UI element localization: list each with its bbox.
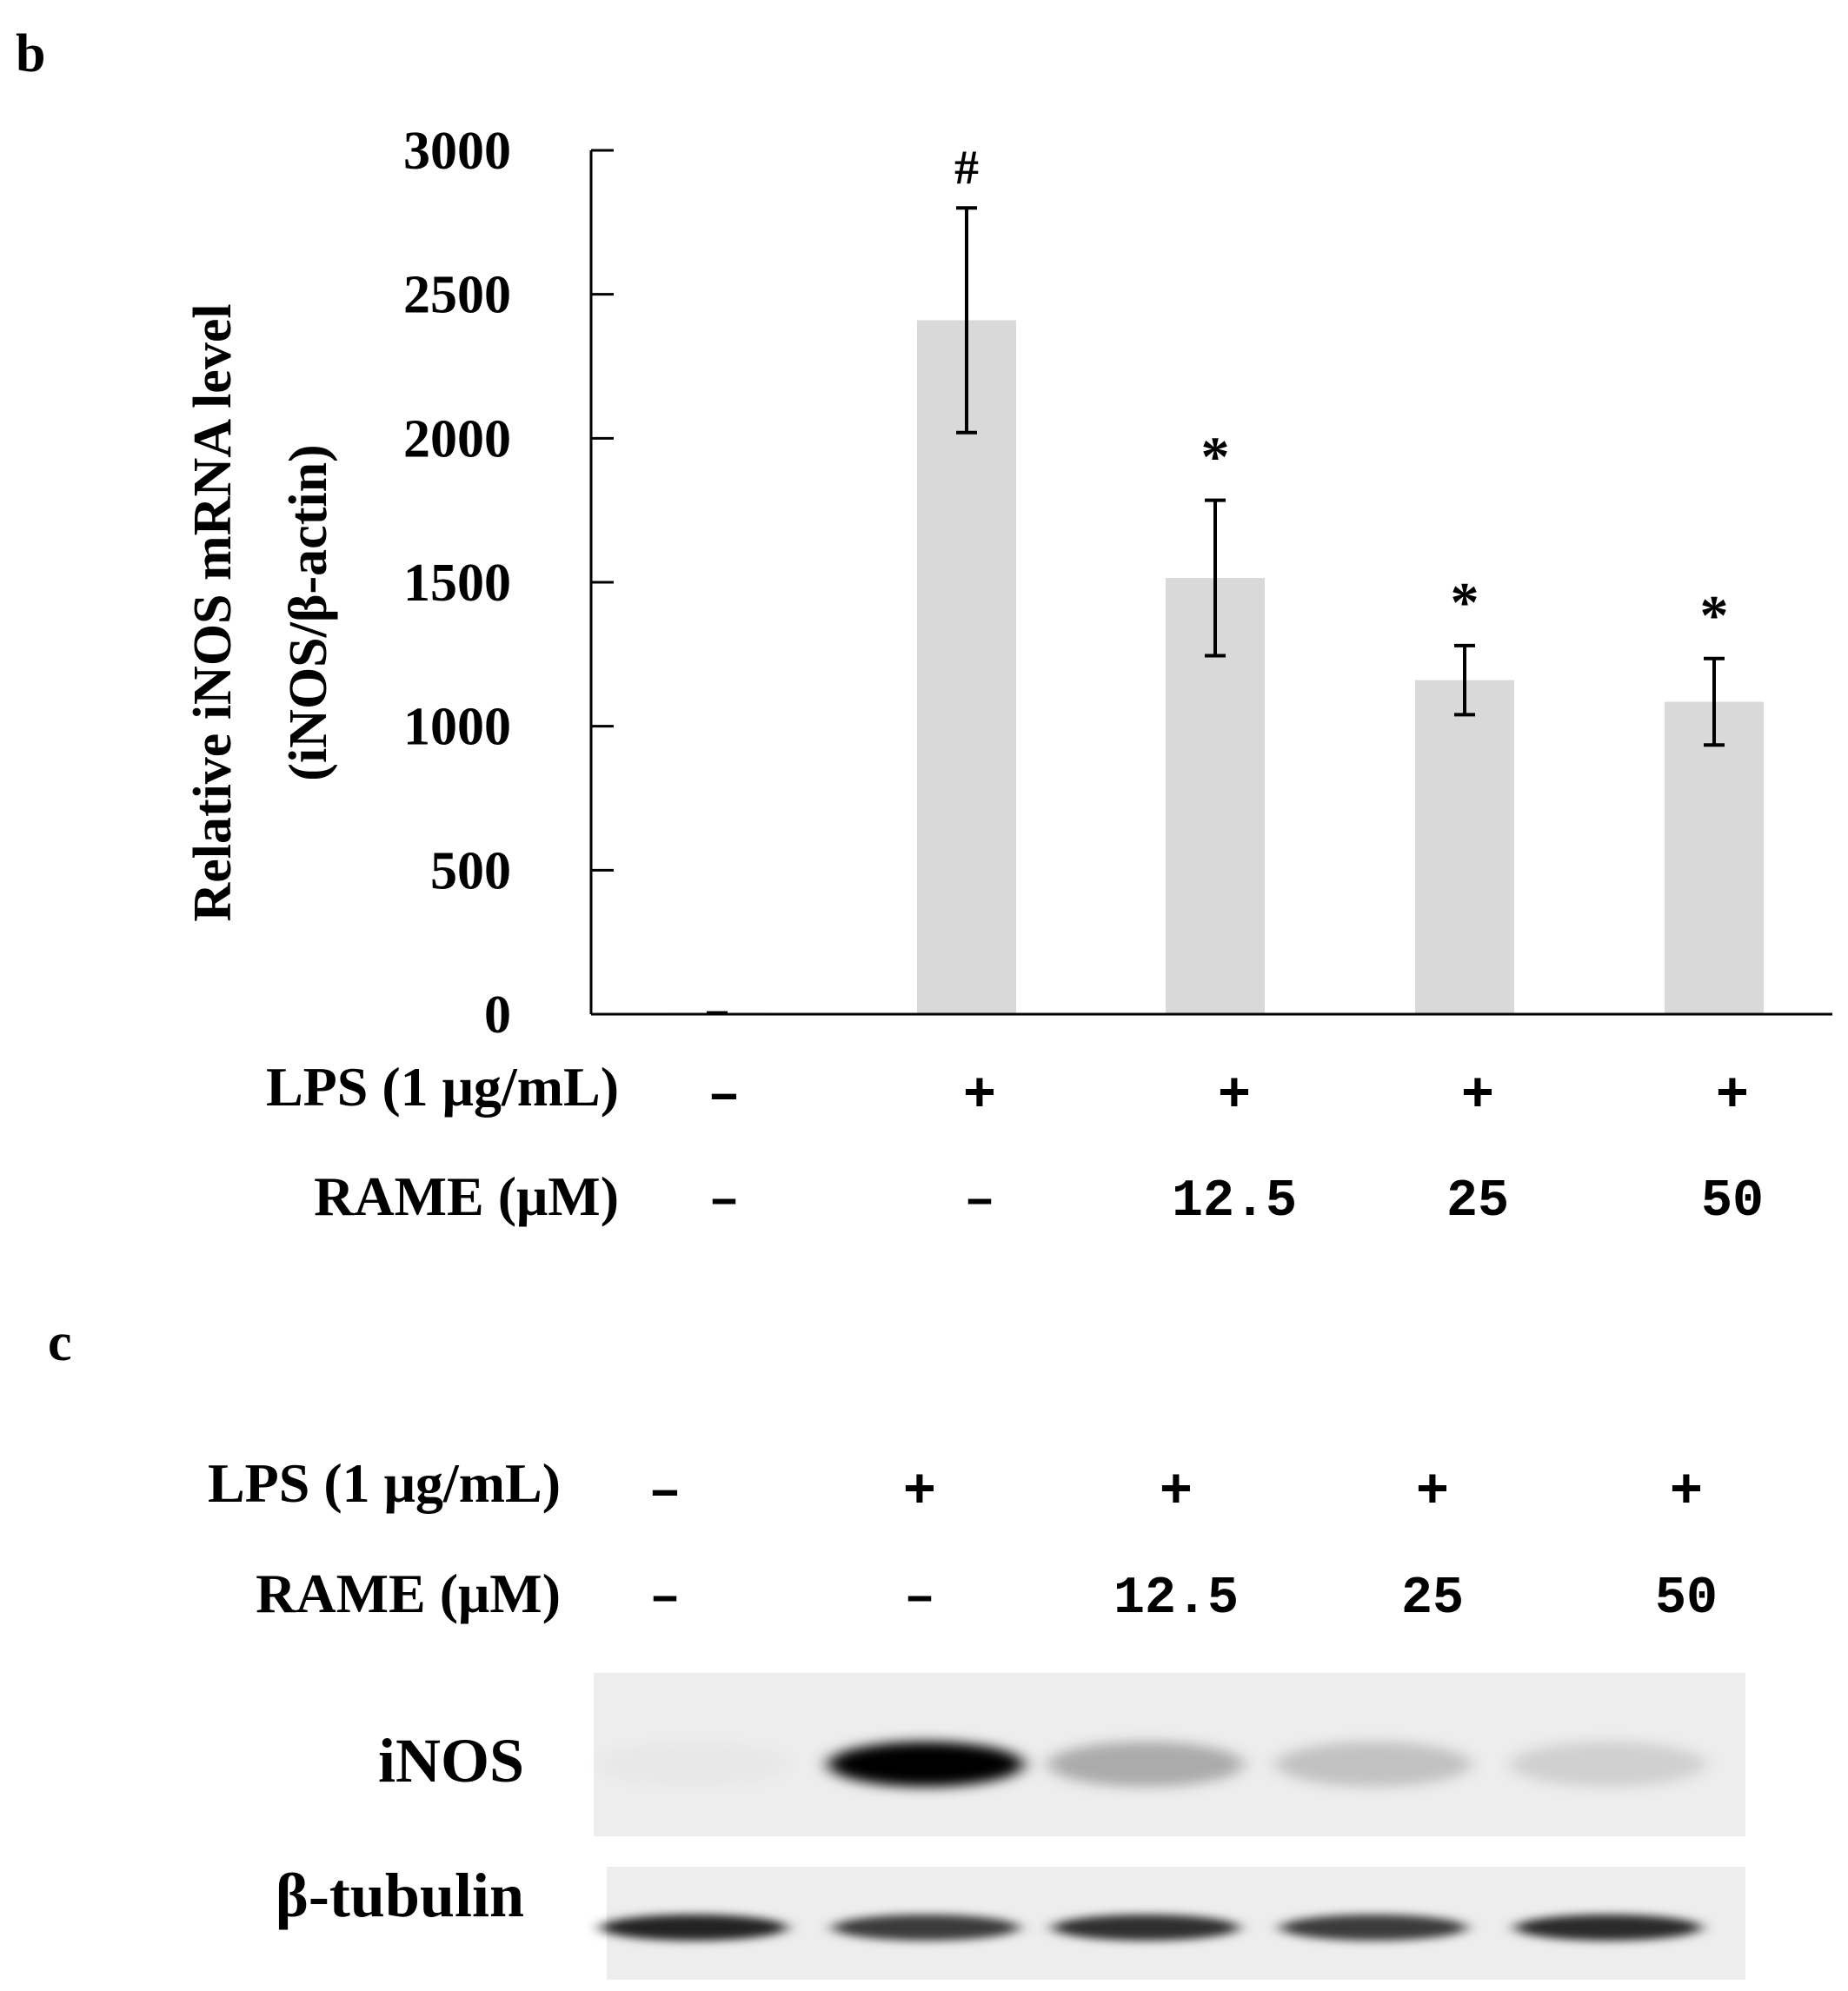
y-tick-label: 2000 xyxy=(403,409,511,468)
y-tick-label: 500 xyxy=(430,841,511,900)
panel-c-label: c xyxy=(48,1313,72,1372)
bar xyxy=(917,320,1016,1014)
inos-blot-label: iNOS xyxy=(378,1726,524,1795)
y-tick-label: 3000 xyxy=(403,122,511,181)
bar xyxy=(1665,701,1764,1014)
rame-value: 50 xyxy=(1701,1172,1764,1231)
rame-row-label: RAME (μM) xyxy=(256,1563,561,1624)
blot-band xyxy=(1510,1742,1706,1787)
blot-band xyxy=(828,1742,1024,1787)
y-axis-label-line2: (iNOS/β-actin) xyxy=(279,444,338,780)
lps-value: + xyxy=(1716,1065,1749,1128)
lps-row-label: LPS (1 μg/mL) xyxy=(208,1452,561,1514)
lps-value: + xyxy=(963,1065,996,1128)
rame-value: 12.5 xyxy=(1113,1570,1239,1629)
significance-marker: * xyxy=(1451,571,1479,634)
lps-value: + xyxy=(1218,1065,1251,1128)
rame-value: 25 xyxy=(1401,1570,1464,1629)
bars: # * * * xyxy=(668,141,1764,1014)
significance-marker: * xyxy=(1700,584,1729,647)
blot-band xyxy=(1280,1915,1467,1941)
blot-band xyxy=(600,1915,788,1941)
panel-c-treatment-rows: LPS (1 μg/mL) RAME (μM) – + + + + – – 12.5 25 50 xyxy=(208,1452,1718,1629)
significance-marker: * xyxy=(1201,426,1230,489)
lps-value: – xyxy=(708,1065,741,1128)
tubulin-blot xyxy=(600,1867,1745,1980)
y-tick-label: 1000 xyxy=(403,698,511,757)
blot-band xyxy=(1275,1742,1472,1787)
lps-value: + xyxy=(1160,1462,1193,1524)
blot-band xyxy=(832,1915,1020,1941)
lps-row-label: LPS (1 μg/mL) xyxy=(266,1056,619,1118)
rame-value: – xyxy=(904,1570,935,1629)
y-axis: 0 500 1000 1500 2000 2500 3000 xyxy=(403,122,614,1045)
blot-band xyxy=(1514,1915,1702,1941)
rame-row-label: RAME (μM) xyxy=(314,1165,619,1227)
panel-b-chart: Relative iNOS mRNA level (iNOS/β-actin) … xyxy=(183,122,1832,1231)
lps-value: + xyxy=(903,1462,936,1524)
rame-value: – xyxy=(708,1172,740,1231)
bar xyxy=(1415,680,1514,1014)
blot-band xyxy=(596,1742,792,1787)
y-tick-label: 1500 xyxy=(403,554,511,613)
tubulin-blot-label: β-tubulin xyxy=(276,1861,524,1930)
rame-value: 12.5 xyxy=(1172,1172,1297,1231)
significance-marker: # xyxy=(954,141,979,195)
lps-value: + xyxy=(1416,1462,1449,1524)
blot-band xyxy=(1047,1742,1244,1787)
y-tick-label: 2500 xyxy=(403,266,511,325)
inos-blot xyxy=(594,1673,1745,1836)
panel-b-label: b xyxy=(16,24,45,83)
lps-value: + xyxy=(1461,1065,1494,1128)
rame-value: 50 xyxy=(1655,1570,1718,1629)
lps-value: + xyxy=(1670,1462,1703,1524)
lps-value: – xyxy=(648,1462,681,1524)
panel-b-treatment-rows: LPS (1 μg/mL) RAME (μM) – + + + + – – 12.5 25 50 xyxy=(266,1056,1764,1231)
rame-value: – xyxy=(964,1172,995,1231)
y-axis-label-line1: Relative iNOS mRNA level xyxy=(183,303,243,921)
western-blots: iNOS β-tubulin xyxy=(276,1673,1745,1980)
y-tick-label: 0 xyxy=(484,986,511,1045)
rame-value: – xyxy=(649,1570,681,1629)
rame-value: 25 xyxy=(1446,1172,1509,1231)
blot-band xyxy=(1052,1915,1240,1941)
